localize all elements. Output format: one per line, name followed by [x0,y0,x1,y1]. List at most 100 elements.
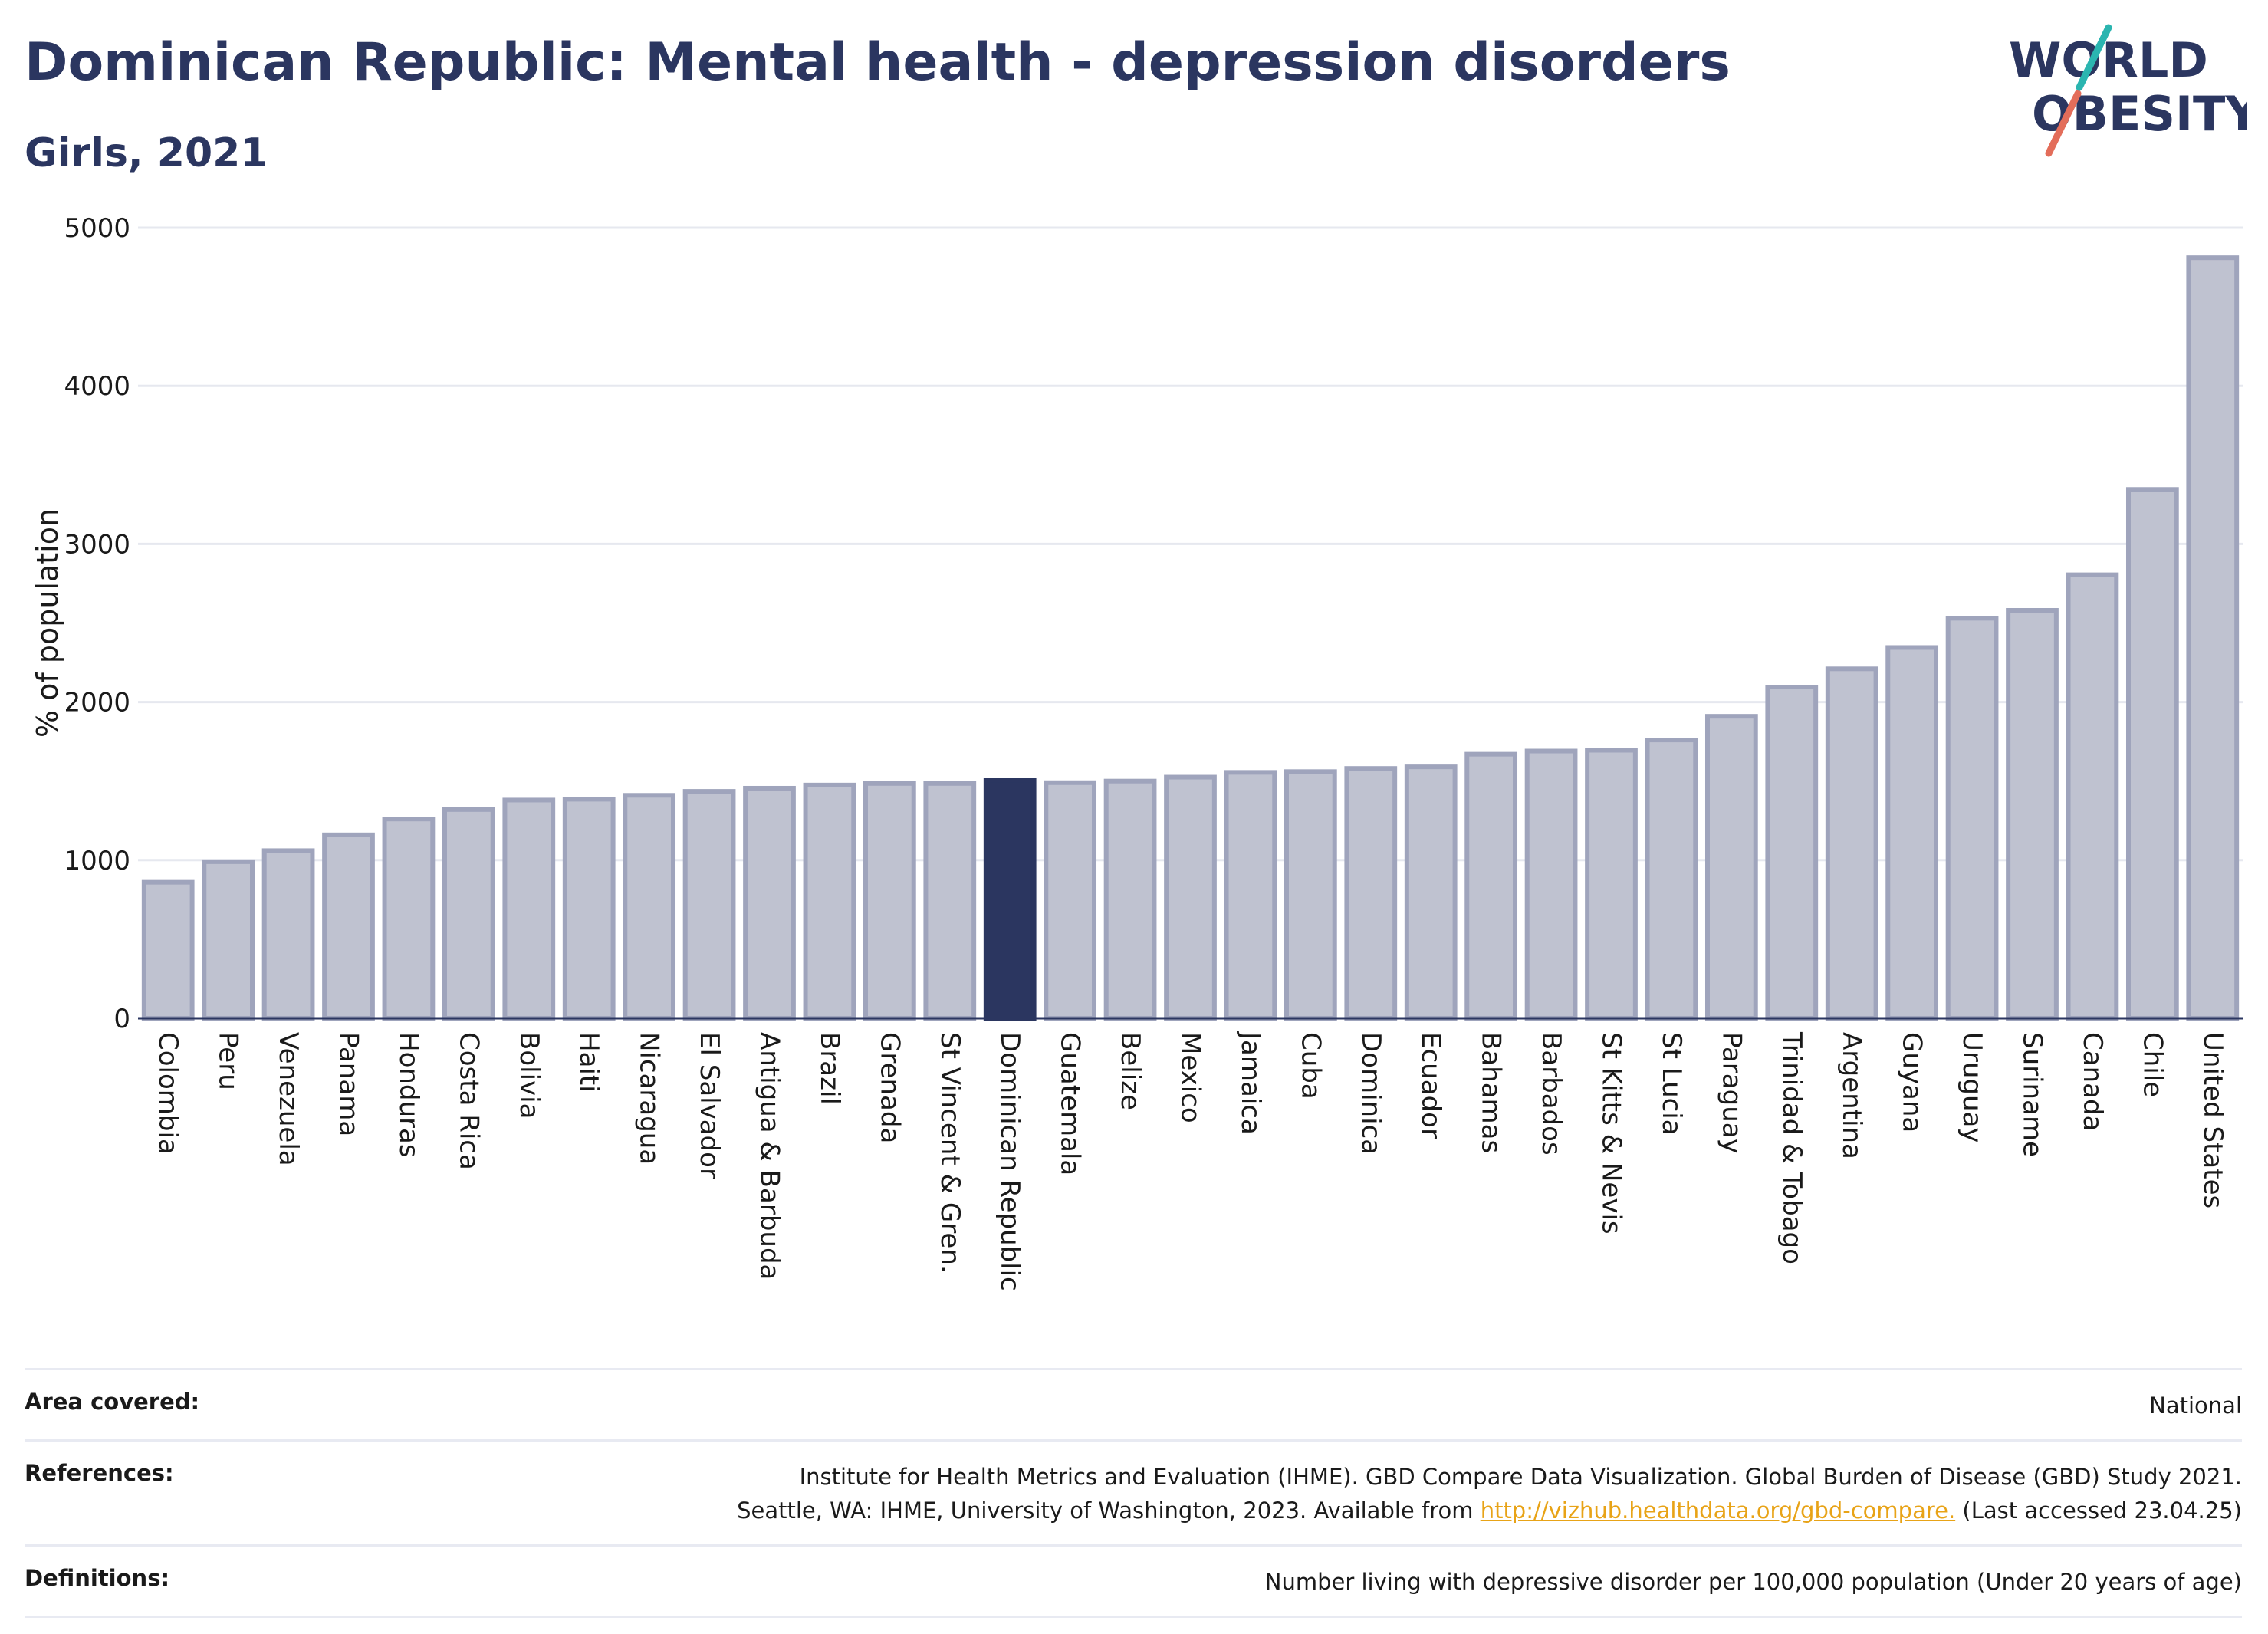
bar [2125,487,2179,1021]
area-label: Area covered: [25,1389,200,1415]
bar [1645,738,1698,1021]
bar [1224,770,1277,1021]
x-tick-label: United States [2197,1032,2228,1208]
x-tick-label: Bolivia [514,1032,544,1119]
world-obesity-logo: WORLD OBESITY [2009,24,2247,157]
x-tick-label: Brazil [814,1032,845,1105]
bar [1044,780,1097,1021]
y-tick-label: 3000 [64,529,130,560]
footer-row-definitions: Definitions: Number living with depressi… [25,1544,2242,1618]
definitions-label: Definitions: [25,1565,170,1591]
logo-slash-red [2045,90,2082,157]
x-tick-label: Chile [2137,1032,2168,1097]
bar [1103,778,1157,1021]
bar [562,797,616,1021]
references-line-2-pre: Seattle, WA: IHME, University of Washing… [737,1498,1481,1524]
x-tick-label: St Lucia [1656,1032,1687,1136]
x-tick-label: Haiti [574,1032,604,1093]
bar [322,832,375,1021]
bar [502,797,556,1021]
bar [803,782,856,1021]
x-tick-label: Costa Rica [453,1032,484,1170]
y-tick-label: 0 [113,1004,130,1034]
x-tick-label: Argentina [1836,1032,1867,1159]
bar [743,785,796,1021]
x-tick-label: Dominican Republic [994,1032,1025,1291]
logo-text-world: WORLD [2009,32,2208,88]
x-tick-label: Ecuador [1415,1032,1446,1139]
x-tick-label: Guatemala [1055,1032,1086,1175]
x-tick-label: Grenada [874,1032,905,1143]
x-tick-label: Nicaragua [634,1032,665,1165]
bar [1404,764,1458,1021]
bar [1945,616,1999,1021]
bar [2186,255,2240,1021]
x-tick-label: Trinidad & Tobago [1777,1031,1807,1264]
bar [1885,645,1939,1021]
bar [1464,751,1518,1021]
x-tick-label: Dominica [1356,1032,1386,1155]
bar [682,789,736,1021]
y-axis-label: % of population [31,508,64,738]
references-value: Institute for Health Metrics and Evaluat… [737,1460,2242,1527]
references-label: References: [25,1460,174,1486]
bar [1284,769,1337,1021]
references-line-2: Seattle, WA: IHME, University of Washing… [737,1494,2242,1527]
y-tick-label: 5000 [64,213,130,244]
bar [2066,572,2119,1021]
chart-svg: 0 1000 2000 3000 4000 5000 % of population Colo… [31,213,2243,1291]
bar [141,879,195,1021]
logo-slash-teal [2076,24,2112,91]
references-line-2-post: (Last accessed 23.04.25) [1955,1498,2242,1524]
x-tick-label: Cuba [1295,1032,1326,1100]
bar [1344,766,1398,1021]
x-tick-label: Venezuela [273,1032,304,1166]
bar [202,859,255,1021]
bar [1524,748,1578,1021]
x-tick-label: St Vincent & Gren. [935,1032,965,1274]
x-tick-label: El Salvador [694,1032,725,1179]
y-tick-label: 1000 [64,846,130,876]
references-line-1: Institute for Health Metrics and Evaluat… [799,1464,2242,1490]
x-tick-label: Antigua & Barbuda [754,1032,785,1280]
references-link[interactable]: http://vizhub.healthdata.org/gbd-compare… [1480,1498,1956,1524]
bar [623,793,676,1021]
bar [442,807,495,1021]
bar [923,781,977,1021]
x-tick-label: Barbados [1536,1032,1566,1156]
x-tick-label: Suriname [2017,1032,2048,1157]
page-title: Dominican Republic: Mental health - depr… [25,32,1731,93]
bar [1704,714,1758,1021]
footer-row-area: Area covered: National [25,1368,2242,1439]
x-tick-label: Peru [213,1032,244,1090]
bar [1164,774,1217,1021]
logo-text-obesity: OBESITY [2032,86,2247,142]
footer-row-references: References: Institute for Health Metrics… [25,1439,2242,1544]
definitions-value: Number living with depressive disorder p… [1264,1569,2242,1595]
bar [382,817,436,1021]
x-tick-label: Honduras [393,1032,424,1158]
area-value: National [2149,1392,2242,1419]
x-tick-label: Mexico [1175,1032,1206,1123]
x-tick-label: St Kitts & Nevis [1596,1032,1627,1235]
x-tick-label: Panama [334,1032,364,1136]
x-tick-label: Uruguay [1957,1032,1987,1143]
x-tick-label: Colombia [153,1032,183,1155]
bar [863,781,916,1021]
footer-info: Area covered: National References: Insti… [25,1368,2242,1618]
x-tick-label: Canada [2077,1032,2108,1131]
bar [2006,608,2059,1021]
bar [261,848,315,1021]
bar [1765,685,1819,1021]
page-subtitle: Girls, 2021 [25,130,268,176]
bar-chart: 0 1000 2000 3000 4000 5000 % of population Colo… [0,199,2268,1350]
bar-highlighted [983,778,1037,1021]
x-tick-label: Jamaica [1235,1031,1266,1135]
y-tick-label: 4000 [64,371,130,402]
x-tick-label: Bahamas [1476,1032,1507,1153]
x-tick-label: Paraguay [1716,1032,1747,1154]
x-tick-label: Belize [1115,1032,1146,1110]
x-tick-label: Guyana [1897,1032,1928,1133]
y-tick-label: 2000 [64,688,130,718]
bar [1585,748,1638,1021]
